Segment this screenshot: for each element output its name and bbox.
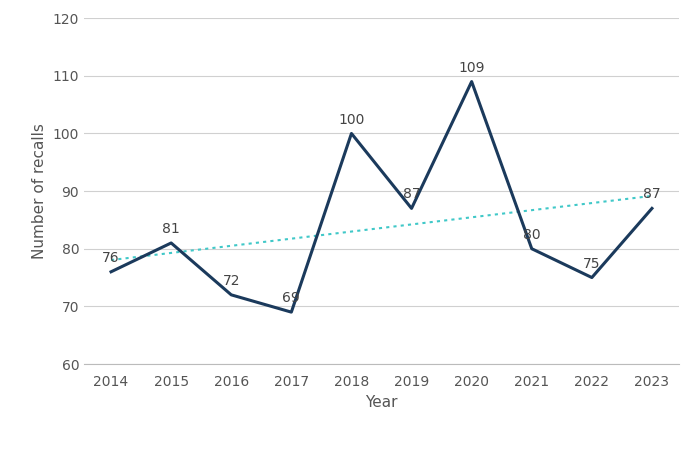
Text: 87: 87 [402, 187, 421, 202]
Text: 69: 69 [283, 291, 300, 305]
Text: 75: 75 [583, 257, 601, 271]
Text: 81: 81 [162, 222, 180, 236]
Text: 100: 100 [338, 112, 365, 126]
Text: 72: 72 [223, 274, 240, 288]
Text: 109: 109 [458, 61, 485, 75]
Y-axis label: Number of recalls: Number of recalls [32, 123, 47, 259]
Text: 87: 87 [643, 187, 661, 202]
X-axis label: Year: Year [365, 394, 398, 410]
Text: 76: 76 [102, 251, 120, 265]
Text: 80: 80 [523, 228, 540, 242]
